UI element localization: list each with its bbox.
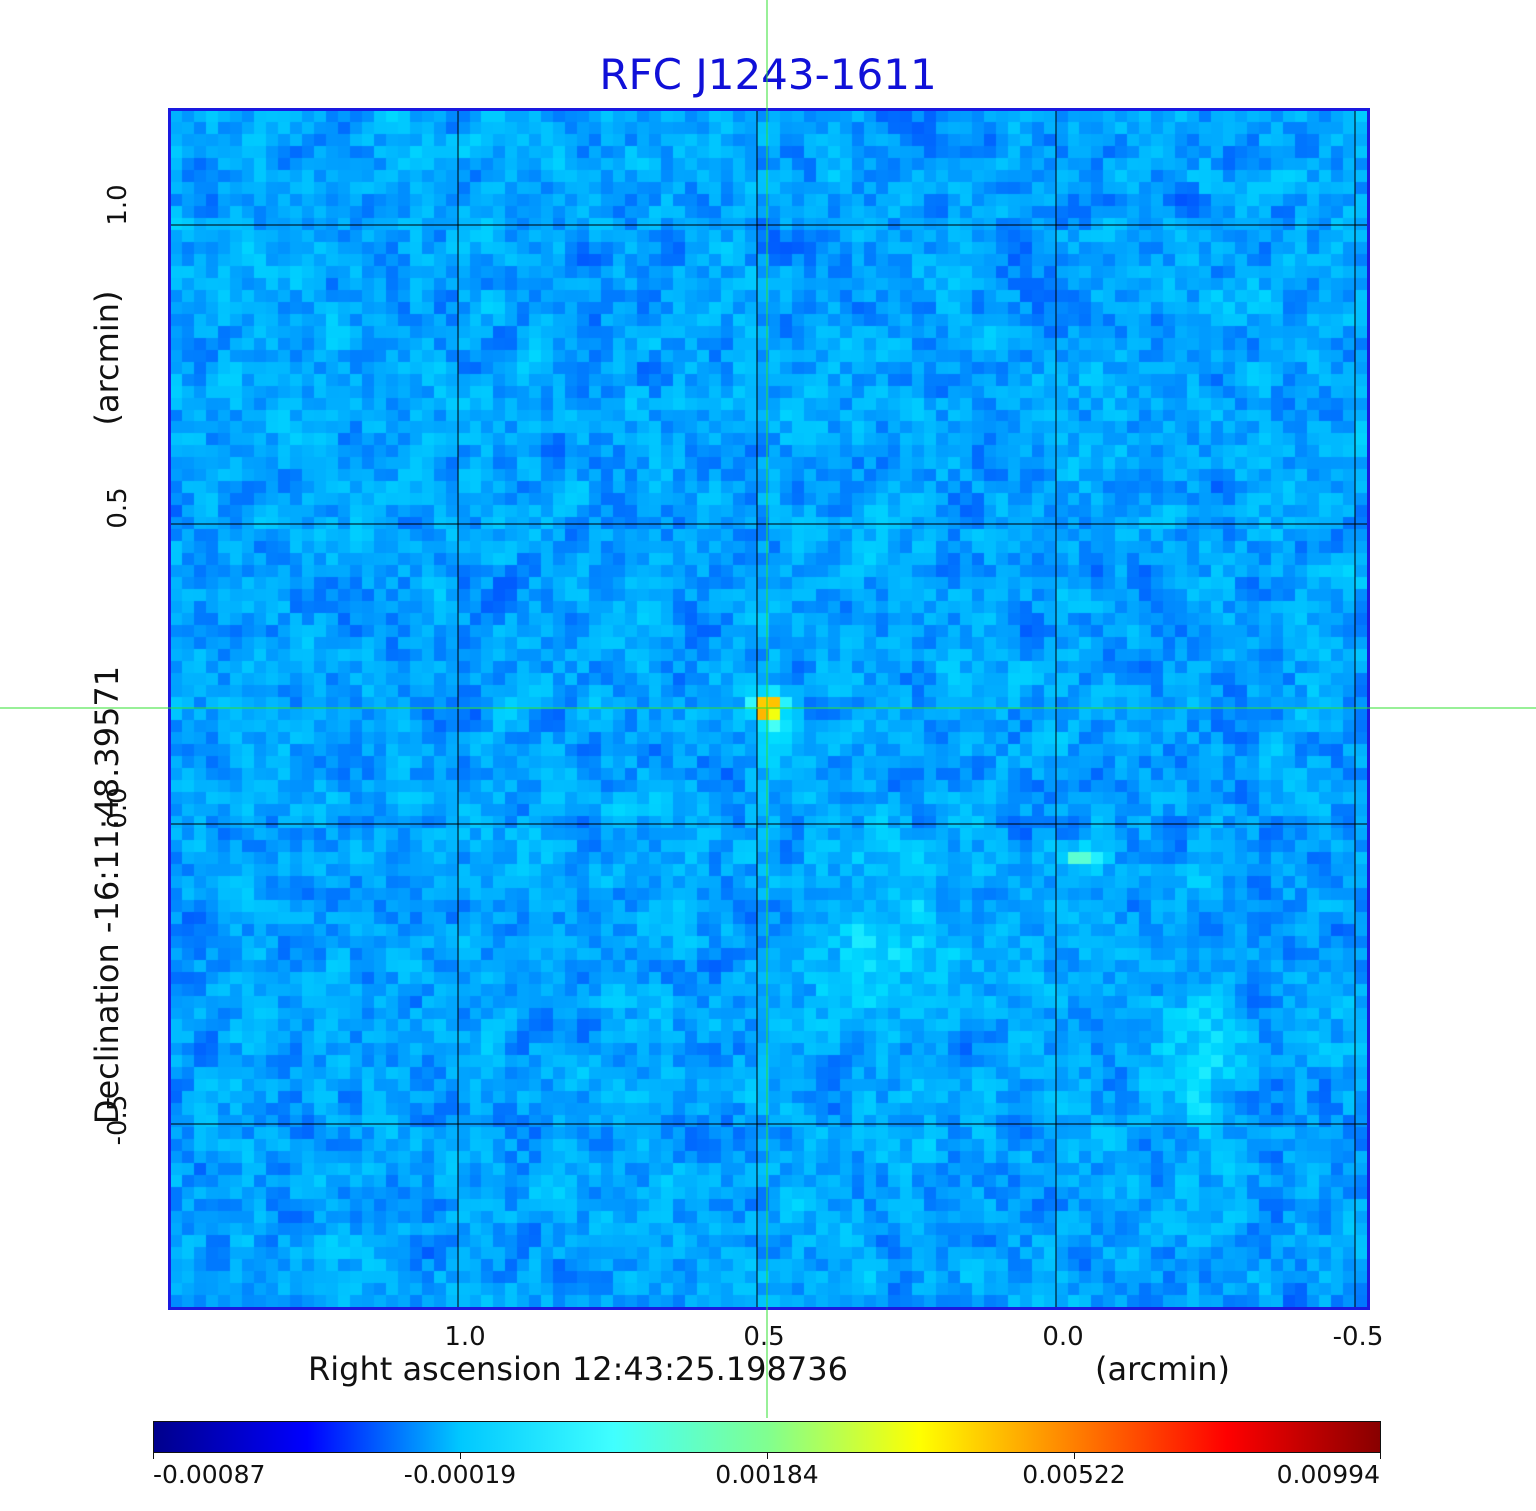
colorbar-tick-mark xyxy=(460,1453,461,1459)
y-tick-2: 0.5 xyxy=(103,487,133,529)
y-axis-label: Declination -16:11:48.39571 xyxy=(88,665,126,1125)
intensity-map xyxy=(171,111,1367,1307)
colorbar-tick-label-4: 0.00522 xyxy=(1022,1460,1126,1489)
y-tick-1: 1.0 xyxy=(103,184,133,226)
colorbar-tick-label-5: 0.00994 xyxy=(1276,1460,1380,1489)
x-tick-3: 0.0 xyxy=(1042,1322,1084,1352)
sky-image[interactable] xyxy=(168,108,1370,1310)
colorbar-tick-label-2: -0.00019 xyxy=(403,1460,517,1489)
x-tick-4: -0.5 xyxy=(1332,1322,1384,1352)
coordinate-grid xyxy=(171,111,1367,1307)
x-tick-2: 0.5 xyxy=(743,1322,785,1352)
colorbar-tick-mark xyxy=(1380,1453,1381,1459)
colorbar-tick-label-1: -0.00087 xyxy=(153,1460,266,1489)
image-title: RFC J1243-1611 xyxy=(599,50,937,99)
x-axis-label: Right ascension 12:43:25.198736 xyxy=(308,1350,848,1388)
x-axis-unit: (arcmin) xyxy=(1095,1350,1230,1388)
colorbar-tick-mark xyxy=(1074,1453,1075,1459)
colorbar xyxy=(153,1421,1381,1453)
colorbar-tick-mark xyxy=(153,1453,154,1459)
y-axis-unit-container: (arcmin) xyxy=(82,290,132,425)
colorbar-tick-mark xyxy=(767,1453,768,1459)
x-tick-1: 1.0 xyxy=(444,1322,486,1352)
y-axis-label-container: Declination -16:11:48.39571 xyxy=(82,660,132,1130)
colorbar-tick-label-3: 0.00184 xyxy=(715,1460,819,1489)
y-axis-unit: (arcmin) xyxy=(88,290,126,425)
